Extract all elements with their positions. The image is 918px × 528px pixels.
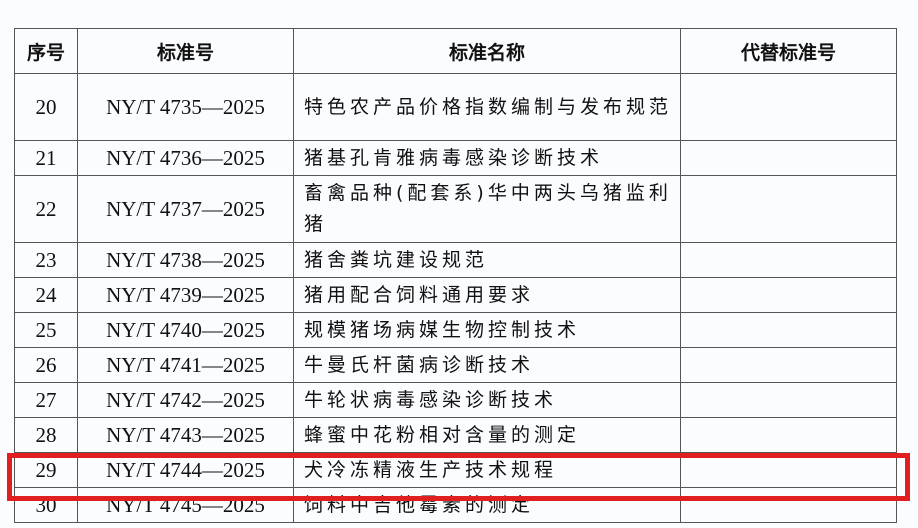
standard-code: NY/T 4741—2025 xyxy=(77,347,294,383)
replaced-standard xyxy=(680,417,897,453)
standard-name: 特色农产品价格指数编制与发布规范 xyxy=(293,73,681,141)
table-row: 25 NY/T 4740—2025 规模猪场病媒生物控制技术 xyxy=(14,312,897,348)
replaced-standard xyxy=(680,242,897,278)
standard-code: NY/T 4740—2025 xyxy=(77,312,294,348)
replaced-standard xyxy=(680,452,897,488)
standard-code: NY/T 4737—2025 xyxy=(77,175,294,243)
replaced-standard xyxy=(680,175,897,243)
replaced-standard xyxy=(680,140,897,176)
standard-code: NY/T 4743—2025 xyxy=(77,417,294,453)
row-number: 24 xyxy=(14,277,78,313)
header-no: 序号 xyxy=(14,28,78,74)
table-row: 24 NY/T 4739—2025 猪用配合饲料通用要求 xyxy=(14,277,897,313)
replaced-standard xyxy=(680,347,897,383)
table-row: 20 NY/T 4735—2025 特色农产品价格指数编制与发布规范 xyxy=(14,73,897,141)
standard-code: NY/T 4736—2025 xyxy=(77,140,294,176)
row-number: 28 xyxy=(14,417,78,453)
header-replaces: 代替标准号 xyxy=(680,28,897,74)
standard-name: 犬冷冻精液生产技术规程 xyxy=(293,452,681,488)
header-code: 标准号 xyxy=(77,28,294,74)
table-row: 23 NY/T 4738—2025 猪舍粪坑建设规范 xyxy=(14,242,897,278)
table-row: 30 NY/T 4745—2025 饲料中吉他霉素的测定 xyxy=(14,487,897,523)
row-number: 30 xyxy=(14,487,78,523)
standard-code: NY/T 4739—2025 xyxy=(77,277,294,313)
row-number: 23 xyxy=(14,242,78,278)
row-number: 26 xyxy=(14,347,78,383)
replaced-standard xyxy=(680,382,897,418)
header-name: 标准名称 xyxy=(293,28,681,74)
standard-name: 牛曼氏杆菌病诊断技术 xyxy=(293,347,681,383)
standard-name: 畜禽品种(配套系)华中两头乌猪监利猪 xyxy=(293,175,681,243)
row-number: 29 xyxy=(14,452,78,488)
standard-name: 牛轮状病毒感染诊断技术 xyxy=(293,382,681,418)
replaced-standard xyxy=(680,312,897,348)
standard-name: 猪基孔肯雅病毒感染诊断技术 xyxy=(293,140,681,176)
row-number: 21 xyxy=(14,140,78,176)
standard-code: NY/T 4745—2025 xyxy=(77,487,294,523)
table-row: 26 NY/T 4741—2025 牛曼氏杆菌病诊断技术 xyxy=(14,347,897,383)
row-number: 20 xyxy=(14,73,78,141)
standard-name: 饲料中吉他霉素的测定 xyxy=(293,487,681,523)
standard-code: NY/T 4735—2025 xyxy=(77,73,294,141)
row-number: 27 xyxy=(14,382,78,418)
standard-name: 规模猪场病媒生物控制技术 xyxy=(293,312,681,348)
standard-name: 猪舍粪坑建设规范 xyxy=(293,242,681,278)
replaced-standard xyxy=(680,487,897,523)
header-row: 序号 标准号 标准名称 代替标准号 xyxy=(14,28,897,74)
standard-name: 猪用配合饲料通用要求 xyxy=(293,277,681,313)
standard-code: NY/T 4742—2025 xyxy=(77,382,294,418)
standard-name: 蜂蜜中花粉相对含量的测定 xyxy=(293,417,681,453)
standard-code: NY/T 4738—2025 xyxy=(77,242,294,278)
table-row: 29 NY/T 4744—2025 犬冷冻精液生产技术规程 xyxy=(14,452,897,488)
table-row: 27 NY/T 4742—2025 牛轮状病毒感染诊断技术 xyxy=(14,382,897,418)
table-row: 21 NY/T 4736—2025 猪基孔肯雅病毒感染诊断技术 xyxy=(14,140,897,176)
table-row: 22 NY/T 4737—2025 畜禽品种(配套系)华中两头乌猪监利猪 xyxy=(14,175,897,243)
replaced-standard xyxy=(680,73,897,141)
table-row: 28 NY/T 4743—2025 蜂蜜中花粉相对含量的测定 xyxy=(14,417,897,453)
standards-table: 序号 标准号 标准名称 代替标准号 20 NY/T 4735—2025 特色农产品价… xyxy=(14,28,897,523)
row-number: 22 xyxy=(14,175,78,243)
standard-code: NY/T 4744—2025 xyxy=(77,452,294,488)
replaced-standard xyxy=(680,277,897,313)
row-number: 25 xyxy=(14,312,78,348)
